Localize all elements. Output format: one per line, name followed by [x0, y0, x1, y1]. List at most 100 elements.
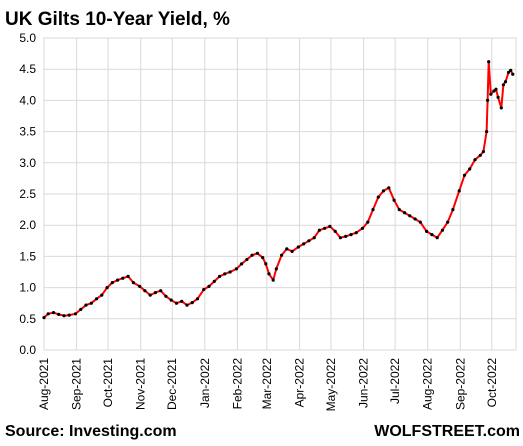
- x-tick-label: Mar-2022: [260, 358, 274, 410]
- y-tick-label: 2.0: [19, 218, 36, 232]
- y-tick-label: 1.0: [19, 281, 36, 295]
- data-point: [271, 278, 275, 282]
- x-tick-label: Jan-2022: [198, 358, 212, 408]
- data-point: [478, 153, 482, 157]
- y-tick-label: 4.5: [19, 62, 36, 76]
- x-tick-label: Nov-2021: [134, 358, 148, 410]
- data-point: [218, 274, 222, 278]
- data-point: [131, 281, 135, 285]
- data-point: [307, 239, 311, 243]
- x-tick-label: Aug-2022: [421, 358, 435, 410]
- data-point: [507, 70, 511, 74]
- data-point: [261, 256, 265, 260]
- brand-label: WOLFSTREET.com: [374, 423, 520, 440]
- data-point: [100, 293, 104, 297]
- data-point: [430, 233, 434, 237]
- y-tick-label: 3.5: [19, 125, 36, 139]
- data-point: [280, 253, 284, 257]
- data-point: [489, 92, 493, 96]
- data-point: [116, 278, 120, 282]
- data-point: [245, 257, 249, 262]
- y-tick-label: 3.0: [19, 156, 36, 170]
- data-point: [354, 231, 358, 235]
- data-point: [468, 167, 472, 171]
- data-point: [317, 228, 321, 232]
- data-point: [212, 279, 216, 283]
- x-tick-label: Oct-2021: [101, 358, 115, 408]
- y-tick-label: 5.0: [19, 31, 36, 45]
- data-point: [296, 245, 300, 249]
- data-point: [509, 68, 513, 72]
- data-point: [67, 313, 71, 317]
- data-point: [190, 301, 194, 305]
- data-point: [366, 220, 370, 224]
- y-tick-label: 0.5: [19, 312, 36, 326]
- x-tick-label: Jul-2022: [388, 358, 402, 404]
- data-point: [425, 229, 429, 233]
- x-tick-label: Sep-2021: [70, 358, 84, 410]
- data-point: [223, 272, 227, 276]
- data-point: [42, 316, 46, 320]
- x-tick-label: Dec-2021: [165, 358, 179, 410]
- data-point: [202, 287, 206, 292]
- source-label: Source: Investing.com: [5, 423, 177, 440]
- x-tick-label: Aug-2021: [37, 358, 51, 410]
- data-point: [164, 294, 168, 298]
- data-point: [264, 262, 268, 266]
- data-point: [148, 293, 152, 297]
- data-point: [481, 150, 485, 154]
- data-point: [121, 276, 125, 280]
- data-point: [486, 98, 490, 102]
- data-point: [338, 236, 342, 240]
- data-point: [51, 311, 56, 315]
- data-point: [494, 87, 498, 91]
- data-point: [344, 234, 348, 238]
- data-point: [274, 267, 278, 271]
- data-point: [511, 72, 515, 76]
- data-point: [387, 186, 391, 190]
- data-point: [408, 214, 412, 218]
- data-point: [207, 284, 211, 288]
- axis-layer: 0.0 0.5 1.0 1.5 2.0 2.5 3.0 3.5 4.0 4.5 5.0 Aug-202…: [19, 31, 499, 411]
- data-point: [250, 253, 254, 257]
- x-tick-label: Feb-2022: [230, 358, 244, 410]
- data-point: [180, 299, 184, 303]
- data-point: [501, 83, 505, 87]
- data-point: [234, 267, 238, 271]
- data-point: [57, 312, 61, 316]
- data-point: [159, 289, 163, 293]
- data-point: [285, 247, 289, 251]
- data-point: [240, 262, 244, 266]
- data-point: [333, 229, 337, 233]
- data-point: [84, 303, 88, 307]
- data-point: [79, 307, 83, 311]
- data-point: [95, 297, 99, 301]
- data-point: [446, 220, 450, 224]
- data-point: [195, 297, 200, 301]
- x-tick-label: Jun-2022: [357, 358, 371, 408]
- y-tick-label: 1.5: [19, 249, 36, 263]
- y-tick-label: 4.0: [19, 93, 36, 107]
- data-point: [413, 217, 417, 221]
- data-point: [62, 314, 66, 318]
- data-point: [397, 208, 401, 212]
- data-point: [462, 173, 467, 177]
- data-point: [473, 158, 477, 162]
- data-point: [138, 284, 142, 288]
- x-tick-label: Apr-2022: [292, 358, 306, 408]
- y-tick-label: 0.0: [19, 343, 36, 357]
- data-point: [403, 211, 407, 215]
- data-point: [105, 286, 109, 290]
- data-point: [185, 303, 189, 307]
- data-point: [381, 189, 386, 193]
- grid-layer: [43, 37, 517, 351]
- data-point: [323, 226, 327, 230]
- data-point: [371, 208, 375, 212]
- data-point: [174, 301, 179, 305]
- data-point: [126, 274, 130, 278]
- data-point: [499, 106, 503, 110]
- data-point: [492, 89, 496, 93]
- data-point: [418, 220, 422, 224]
- data-point: [169, 298, 173, 302]
